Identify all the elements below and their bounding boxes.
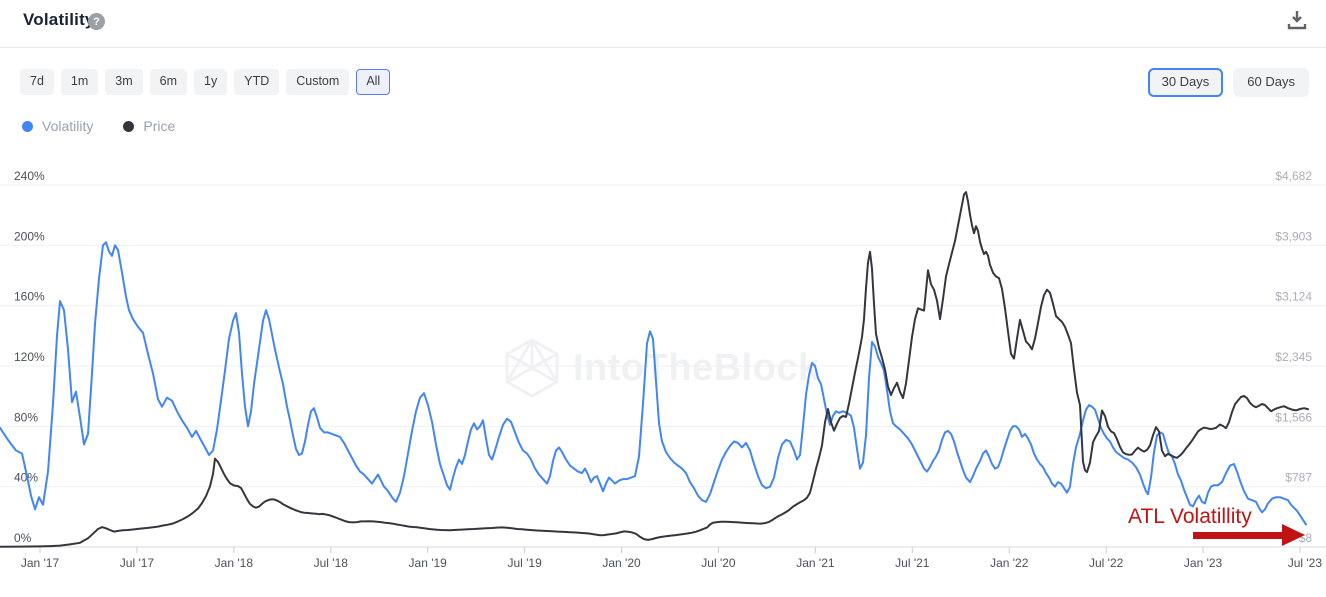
chart-legend: Volatility Price: [22, 118, 175, 134]
watermark-text: IntoTheBlock: [573, 346, 820, 389]
annotation-arrow-bar: [1193, 532, 1283, 539]
range-button-custom[interactable]: Custom: [286, 69, 350, 95]
y-axis-right-label: $787: [1285, 471, 1312, 485]
x-axis-label: Jul '17: [120, 556, 155, 570]
y-axis-left-label: 160%: [14, 290, 45, 304]
y-axis-right-label: $1,566: [1275, 410, 1312, 424]
y-axis-left-label: 200%: [14, 229, 45, 243]
page-title: Volatility: [23, 10, 95, 29]
y-axis-right-label: $4,682: [1275, 169, 1312, 183]
y-axis-right-label: $3,124: [1275, 290, 1312, 304]
annotation-text: ATL Volatillity: [1128, 505, 1252, 528]
download-icon-glyph: [1287, 11, 1307, 30]
annotation-arrow-icon: [1193, 524, 1305, 547]
series-line-volatility: [0, 241, 1307, 526]
x-axis-label: Jan '18: [215, 556, 254, 570]
header-divider: [0, 47, 1326, 48]
x-axis-label: Jul '23: [1288, 556, 1323, 570]
legend-label: Volatility: [42, 118, 94, 134]
x-axis-label: Jul '21: [895, 556, 930, 570]
range-button-ytd[interactable]: YTD: [234, 69, 280, 95]
range-button-1y[interactable]: 1y: [194, 69, 228, 95]
help-icon[interactable]: ?: [88, 13, 105, 30]
legend-item-volatility[interactable]: Volatility: [22, 118, 93, 134]
series-line-price: [0, 191, 1309, 548]
x-axis-label: Jan '22: [990, 556, 1029, 570]
y-axis-right-label: $2,345: [1275, 350, 1312, 364]
x-axis-label: Jul '20: [701, 556, 736, 570]
intotheblock-logo-icon: [505, 338, 559, 398]
legend-label: Price: [143, 118, 176, 134]
annotation-arrow-head: [1282, 524, 1305, 546]
range-button-group: 7d 1m 3m 6m 1y YTD Custom All: [20, 69, 391, 95]
legend-item-price[interactable]: Price: [123, 118, 175, 134]
range-button-1m[interactable]: 1m: [60, 69, 99, 95]
x-axis-label: Jan '20: [602, 556, 641, 570]
y-axis-left-label: 240%: [14, 169, 45, 183]
range-button-3m[interactable]: 3m: [105, 69, 143, 95]
window-button-30-days[interactable]: 30 Days: [1147, 68, 1224, 97]
x-axis-label: Jan '21: [796, 556, 835, 570]
y-axis-right-label: $3,903: [1275, 229, 1312, 243]
window-button-60-days[interactable]: 60 Days: [1233, 68, 1309, 97]
intotheblock-watermark: IntoTheBlock: [503, 337, 820, 399]
x-axis-label: Jan '17: [21, 556, 60, 570]
legend-dot-volatility: [22, 120, 33, 132]
x-axis-label: Jan '19: [409, 556, 448, 570]
y-axis-left-label: 40%: [14, 471, 38, 485]
range-button-6m[interactable]: 6m: [149, 69, 188, 95]
range-button-7d[interactable]: 7d: [20, 69, 54, 95]
y-axis-left-label: 0%: [14, 531, 32, 545]
x-axis-label: Jul '18: [314, 556, 349, 570]
x-axis-label: Jan '23: [1184, 556, 1223, 570]
range-button-all[interactable]: All: [356, 69, 391, 95]
x-axis-label: Jul '19: [507, 556, 542, 570]
y-axis-left-label: 120%: [14, 350, 45, 364]
y-axis-left-label: 80%: [14, 410, 38, 424]
x-axis-label: Jul '22: [1089, 556, 1124, 570]
window-button-group: 30 Days 60 Days: [1147, 68, 1309, 97]
legend-dot-price: [123, 120, 135, 132]
download-icon[interactable]: [1287, 10, 1307, 30]
